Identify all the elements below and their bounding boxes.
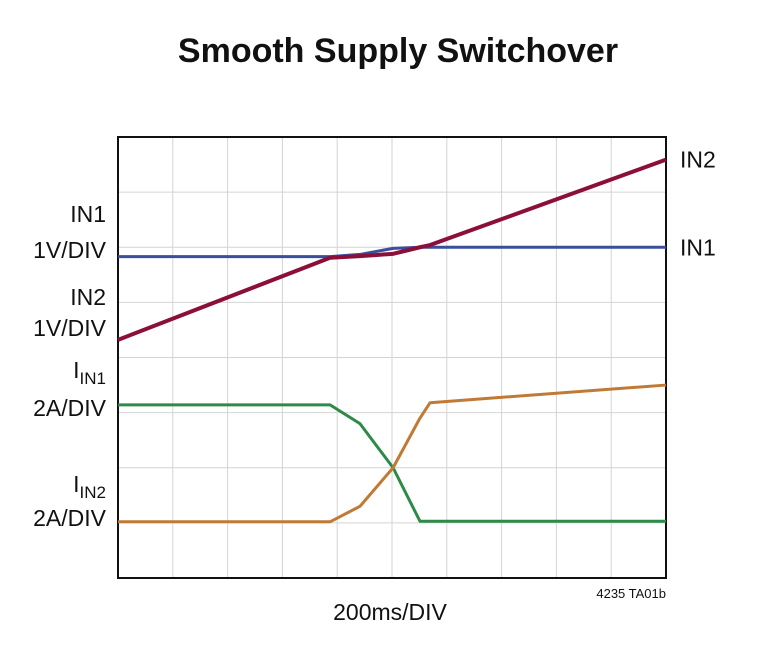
- series-label: IN2: [680, 147, 716, 173]
- label-main: I: [73, 471, 79, 497]
- left-label-scale: 1V/DIV: [33, 315, 107, 341]
- left-label: IN2: [70, 284, 106, 310]
- label-subscript: IN1: [80, 369, 106, 388]
- left-label-scale: 2A/DIV: [33, 505, 107, 531]
- left-label: IN1: [70, 201, 106, 227]
- left-label-scale: 2A/DIV: [33, 395, 107, 421]
- left-label: IIN2: [73, 471, 106, 502]
- plot-frame: [117, 136, 667, 579]
- plot-area: [117, 136, 667, 579]
- series-label: IN1: [680, 234, 716, 260]
- trace: [117, 157, 667, 342]
- label-main: I: [73, 357, 79, 383]
- left-label-scale: 1V/DIV: [33, 237, 107, 263]
- chart-title: Smooth Supply Switchover: [178, 32, 618, 70]
- trace: [118, 383, 667, 524]
- x-axis-label: 200ms/DIV: [333, 599, 447, 625]
- note: 4235 TA01b: [596, 586, 666, 601]
- left-label: IIN1: [73, 357, 106, 388]
- label-subscript: IN2: [80, 483, 106, 502]
